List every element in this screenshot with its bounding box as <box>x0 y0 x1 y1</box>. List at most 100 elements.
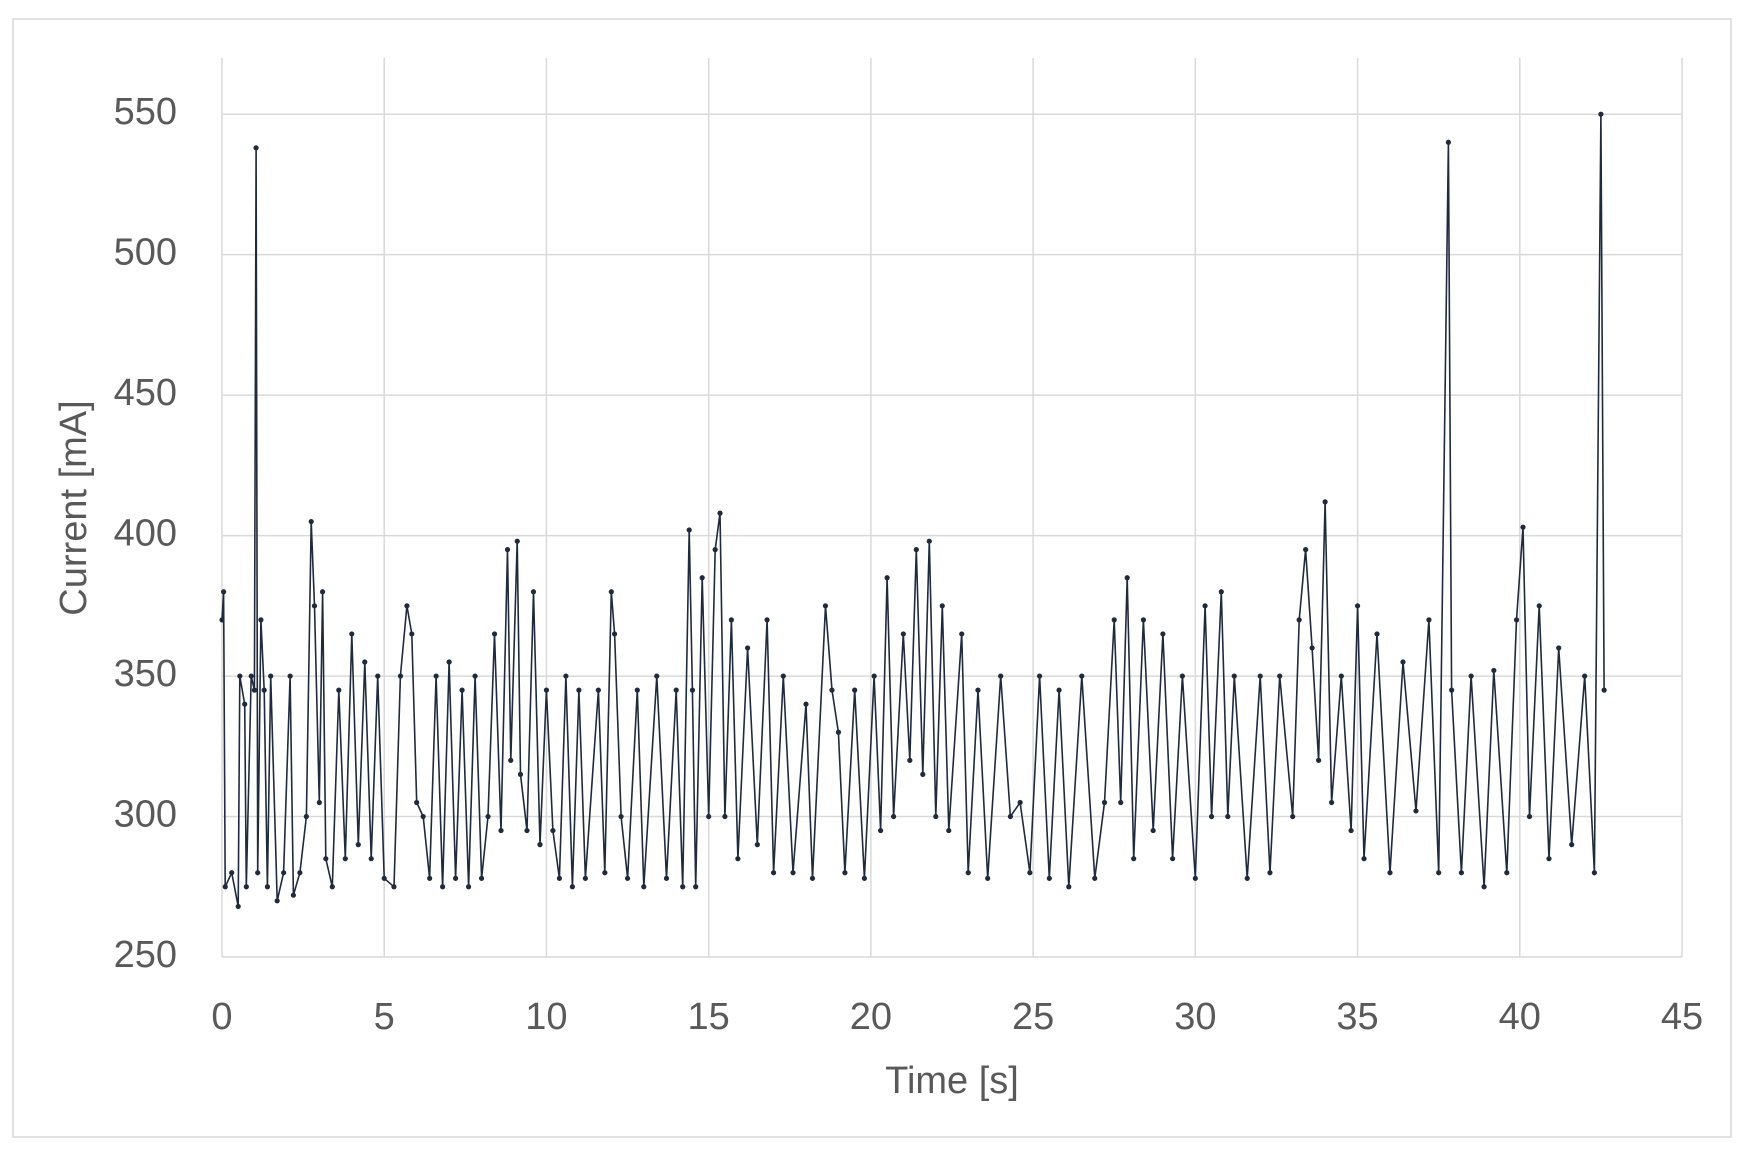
data-point <box>329 884 335 890</box>
data-point <box>998 673 1004 679</box>
data-point <box>686 527 692 533</box>
data-point <box>1257 673 1263 679</box>
data-point <box>878 827 884 834</box>
data-point <box>891 813 897 820</box>
data-point <box>965 870 971 876</box>
data-point <box>1449 687 1455 693</box>
y-tick-label: 500 <box>114 232 177 274</box>
data-point <box>1179 673 1185 679</box>
data-point <box>1017 799 1023 806</box>
data-point <box>641 884 647 890</box>
data-point <box>728 617 734 623</box>
data-point <box>680 884 686 890</box>
data-point <box>1244 875 1250 881</box>
data-point <box>1468 673 1474 679</box>
data-point <box>654 673 660 679</box>
data-point <box>706 813 712 820</box>
data-point <box>1290 813 1296 820</box>
data-point <box>221 589 227 595</box>
data-point <box>297 870 303 876</box>
data-point <box>1296 617 1302 623</box>
data-point <box>248 673 254 679</box>
data-point <box>264 884 271 890</box>
x-tick-label: 35 <box>1336 996 1378 1038</box>
data-point <box>362 659 368 665</box>
data-point <box>835 729 842 735</box>
data-point <box>1111 617 1117 623</box>
x-tick-label: 20 <box>850 996 892 1038</box>
data-point <box>261 687 267 693</box>
data-point <box>1374 631 1380 637</box>
data-point <box>342 856 348 862</box>
data-point <box>1309 645 1315 651</box>
data-point <box>985 875 991 881</box>
data-point <box>219 617 225 623</box>
data-point <box>446 659 452 665</box>
data-point <box>517 771 524 777</box>
data-point <box>1170 856 1176 862</box>
data-point <box>926 538 932 544</box>
data-point <box>433 673 439 679</box>
data-point <box>349 631 355 637</box>
data-point <box>1400 659 1406 665</box>
data-point <box>933 813 939 820</box>
data-point <box>508 757 514 763</box>
data-point <box>920 771 926 777</box>
data-point <box>1426 617 1432 623</box>
data-point <box>1598 111 1604 117</box>
data-point <box>735 856 741 862</box>
data-point <box>465 884 472 890</box>
data-point <box>745 645 751 651</box>
data-point <box>975 687 981 693</box>
data-point <box>1079 673 1085 679</box>
data-point <box>1520 524 1526 530</box>
data-point <box>243 884 249 890</box>
data-point <box>1591 870 1597 876</box>
data-point <box>1225 813 1231 820</box>
data-point <box>1231 673 1237 679</box>
data-point <box>673 687 679 693</box>
data-point <box>1046 875 1052 881</box>
data-point <box>311 603 318 609</box>
data-point <box>409 631 415 637</box>
data-point <box>550 827 556 834</box>
y-tick-label: 550 <box>114 91 177 133</box>
data-point <box>1131 856 1137 862</box>
data-point <box>242 701 248 707</box>
data-point <box>524 827 530 834</box>
data-point <box>809 875 816 881</box>
data-point <box>608 589 614 595</box>
data-point <box>822 603 829 609</box>
data-point <box>624 875 631 881</box>
data-point <box>754 842 760 848</box>
x-tick-label: 45 <box>1661 996 1703 1038</box>
data-point <box>1348 827 1354 834</box>
data-point <box>1202 603 1208 609</box>
data-point <box>1504 870 1510 876</box>
y-tick-label: 250 <box>114 934 177 976</box>
data-point <box>1387 870 1393 876</box>
data-point <box>913 547 919 553</box>
data-point <box>414 799 420 806</box>
data-point <box>1277 673 1283 679</box>
x-tick-label: 25 <box>1012 996 1054 1038</box>
data-point <box>1267 870 1273 876</box>
data-point <box>1458 870 1464 876</box>
data-point <box>1322 499 1328 505</box>
data-point <box>1218 589 1224 595</box>
data-point <box>563 673 569 679</box>
data-point <box>1316 757 1322 763</box>
data-point <box>790 870 796 876</box>
data-point <box>780 673 786 679</box>
data-point <box>663 875 670 881</box>
data-point <box>611 631 618 637</box>
x-tick-label: 30 <box>1174 996 1216 1038</box>
data-point <box>316 799 322 806</box>
data-point <box>255 870 261 876</box>
data-point <box>699 575 705 581</box>
data-point <box>770 870 777 876</box>
data-point <box>1413 808 1419 814</box>
data-point <box>1582 673 1588 679</box>
data-point <box>459 687 465 693</box>
